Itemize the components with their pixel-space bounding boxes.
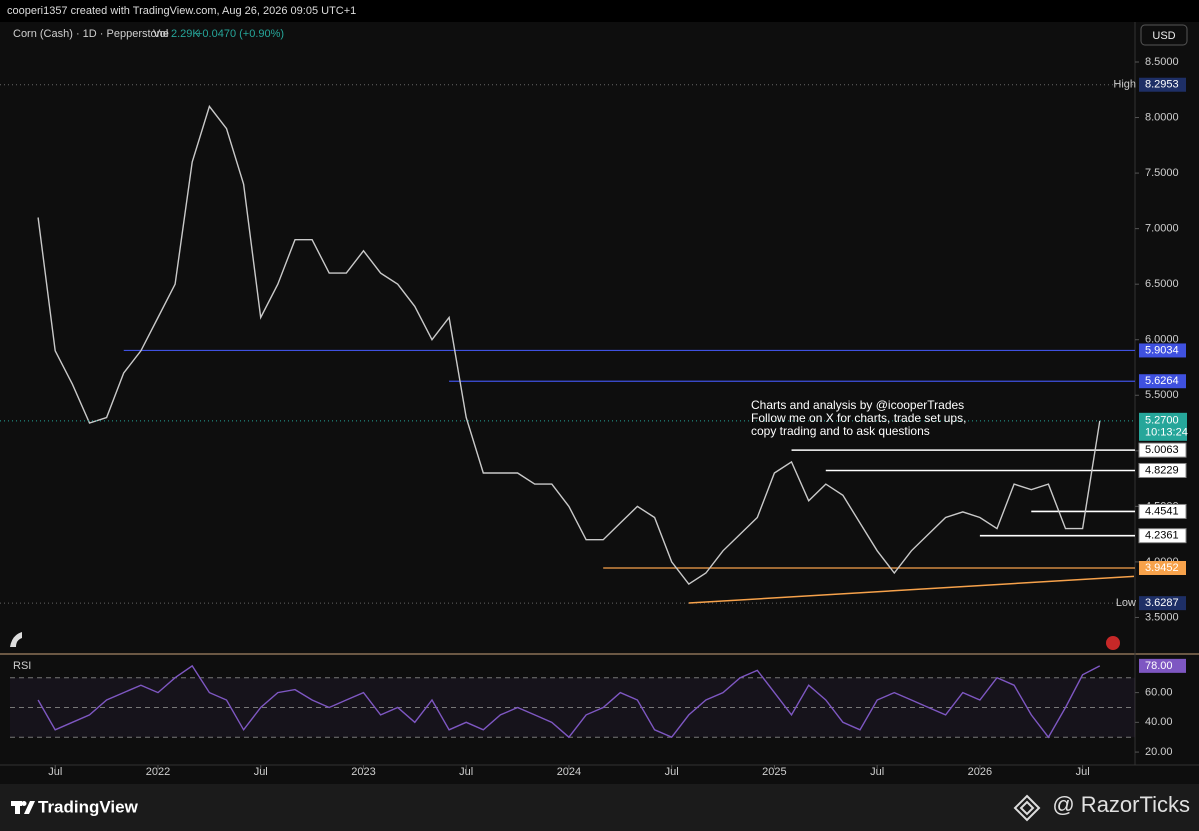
x-tick-label: 2024 <box>557 766 581 778</box>
level-badge <box>1139 343 1186 358</box>
background <box>0 22 1199 784</box>
watermark-icon <box>1013 794 1041 822</box>
y-tick-label: 20.00 <box>1145 746 1173 758</box>
x-tick-label: 2025 <box>762 766 786 778</box>
tv-logo <box>11 801 35 814</box>
level-value: 4.2361 <box>1145 530 1179 542</box>
volume: 2.29K <box>171 28 200 40</box>
volume-label: Vol <box>153 28 168 40</box>
high-label: High <box>1113 79 1136 91</box>
low-label: Low <box>1116 597 1136 609</box>
level-value: 3.9452 <box>1145 562 1179 574</box>
currency-button[interactable] <box>1140 24 1188 46</box>
rsi-badge <box>1139 658 1186 673</box>
x-tick-label: Jul <box>48 766 62 778</box>
level-value: 4.4541 <box>1145 505 1179 517</box>
y-tick-label: 6.0000 <box>1145 334 1179 346</box>
last-price-badge <box>1139 412 1187 441</box>
level-value: 4.8229 <box>1145 464 1179 476</box>
high-badge <box>1139 77 1186 92</box>
y-tick-label: 7.5000 <box>1145 167 1179 179</box>
currency[interactable]: USD <box>1152 30 1175 42</box>
y-tick-label: 40.00 <box>1145 716 1173 728</box>
series-line <box>37 664 1101 739</box>
series-line <box>37 104 1101 586</box>
change: +0.0470 (+0.90%) <box>196 28 284 40</box>
symbol: Corn (Cash) · 1D · Pepperstone <box>13 28 169 40</box>
annotation: Follow me on X for charts, trade set ups… <box>751 411 966 425</box>
x-tick-label: Jul <box>870 766 884 778</box>
y-tick-label: 5.5000 <box>1145 389 1179 401</box>
level-badge <box>1138 528 1187 544</box>
x-tick-label: Jul <box>665 766 679 778</box>
footer: TradingView @ RazorTicks <box>0 784 1199 831</box>
x-tick-label: 2026 <box>968 766 992 778</box>
level-value: 5.9034 <box>1145 344 1179 356</box>
level-badge <box>1139 560 1186 575</box>
y-tick-label: 6.5000 <box>1145 278 1179 290</box>
x-tick-label: Jul <box>459 766 473 778</box>
x-tick-label: Jul <box>1076 766 1090 778</box>
header: cooperi1357 created with TradingView.com… <box>0 0 1199 22</box>
level-value: 5.0063 <box>1145 444 1179 456</box>
y-tick-label: 8.0000 <box>1145 111 1179 123</box>
annotation: copy trading and to ask questions <box>751 424 930 438</box>
last-price: 5.2700 <box>1145 415 1179 427</box>
watermark: @ RazorTicks <box>1052 792 1190 817</box>
level-badge <box>1138 503 1187 519</box>
level-badge <box>1138 462 1187 478</box>
brand: TradingView <box>38 797 139 816</box>
level-value: 5.6264 <box>1145 375 1179 387</box>
annotation: Charts and analysis by @icooperTrades <box>751 398 964 412</box>
logo-icon <box>10 632 22 647</box>
x-tick-label: 2023 <box>351 766 375 778</box>
x-tick-label: Jul <box>254 766 268 778</box>
y-tick-label: 3.5000 <box>1145 611 1179 623</box>
footer-graphics: TradingView @ RazorTicks <box>11 792 1190 822</box>
y-tick-label: 7.0000 <box>1145 223 1179 235</box>
rsi-title: RSI <box>13 660 31 672</box>
level-badge <box>1139 374 1186 389</box>
chart: Corn (Cash) · 1D · Pepperstone Vol 2.29K… <box>0 22 1199 784</box>
y-tick-label: 60.00 <box>1145 687 1173 699</box>
rsi-last: 78.00 <box>1145 660 1173 672</box>
x-tick-label: 2022 <box>146 766 170 778</box>
y-tick-label: 8.5000 <box>1145 56 1179 68</box>
level-badge <box>1138 442 1187 458</box>
low-value: 3.6287 <box>1145 597 1179 609</box>
countdown: 10:13:24 <box>1145 427 1188 439</box>
low-badge <box>1139 596 1186 611</box>
trendline <box>688 575 1135 604</box>
flag-icon <box>1106 636 1120 650</box>
high-value: 8.2953 <box>1145 79 1179 91</box>
